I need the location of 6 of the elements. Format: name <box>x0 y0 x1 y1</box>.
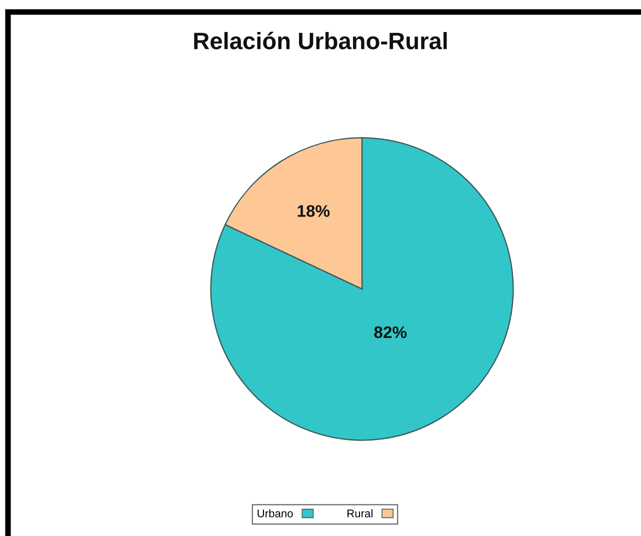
chart-title: Relación Urbano-Rural <box>194 32 447 50</box>
data-label: 18% <box>298 205 330 217</box>
legend-label: Rural <box>348 509 372 518</box>
data-label: 82% <box>374 326 407 338</box>
legend-label: Urbano <box>258 509 293 518</box>
pie-slice <box>210 137 514 441</box>
